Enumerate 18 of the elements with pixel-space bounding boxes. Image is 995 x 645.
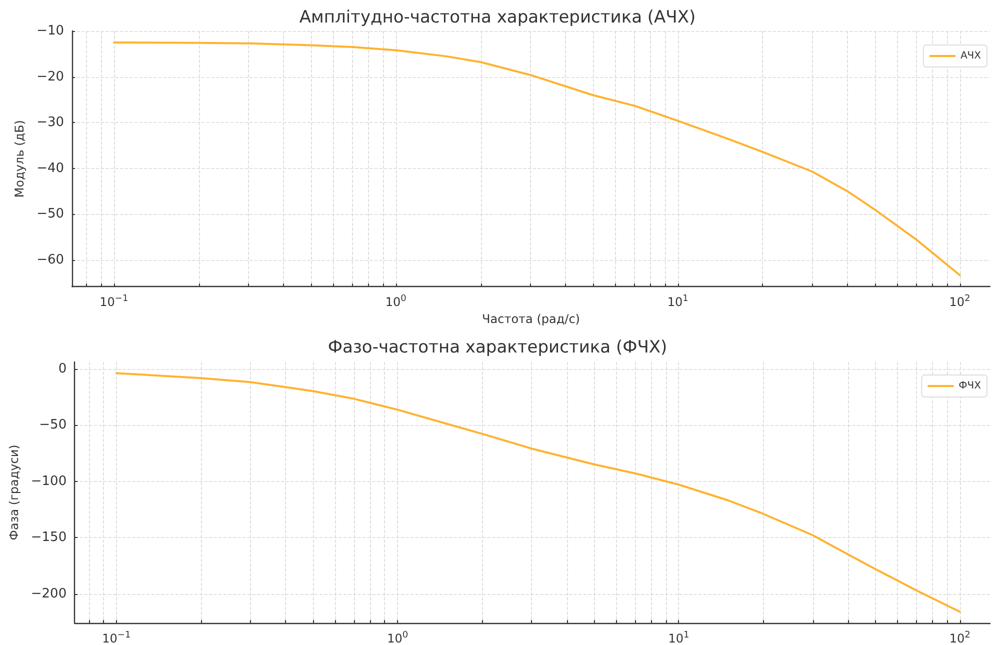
- y-axis-title: Модуль (дБ): [12, 120, 27, 198]
- y-tick-label: −200: [30, 586, 67, 602]
- y-tick-label: −50: [39, 418, 67, 432]
- y-tick-label: −20: [36, 69, 64, 84]
- y-tick-label: −50: [36, 206, 64, 222]
- legend-label: АЧХ: [960, 50, 982, 62]
- y-axis-title: Фаза (градуси): [7, 444, 21, 540]
- chart-title: Фазо-частотна характеристика (ФЧХ): [328, 338, 668, 358]
- y-tick-label: −10: [36, 24, 64, 38]
- y-tick-label: −100: [30, 474, 67, 489]
- y-tick-label: 0: [58, 361, 67, 376]
- y-tick-label: −40: [36, 160, 64, 176]
- chart-title: Амплітудно-частотна характеристика (АЧХ): [299, 8, 696, 28]
- y-tick-label: −60: [36, 252, 64, 268]
- x-axis-title: Частота (рад/с): [482, 312, 580, 326]
- y-tick-label: −30: [36, 115, 64, 130]
- y-tick-label: −150: [30, 530, 67, 545]
- legend-label: ФЧХ: [958, 380, 982, 392]
